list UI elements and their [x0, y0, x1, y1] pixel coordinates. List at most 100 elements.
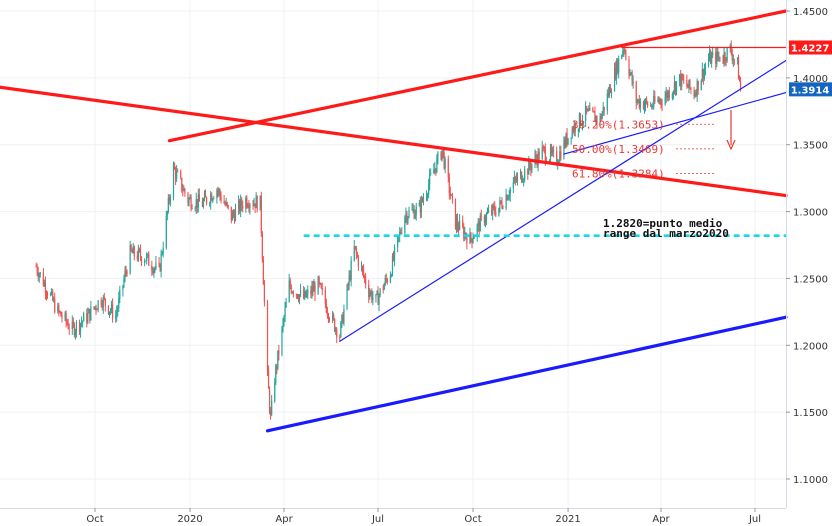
- candle-body: [382, 288, 384, 290]
- candle-body: [278, 350, 280, 354]
- candle-body: [527, 169, 529, 175]
- candle-body: [275, 366, 277, 383]
- candle-body: [72, 321, 74, 325]
- candle-body: [731, 53, 733, 61]
- candle-body: [512, 182, 514, 189]
- y-tick-label: 1.4500: [793, 7, 828, 18]
- candle-body: [495, 212, 497, 216]
- candle-body: [123, 279, 125, 286]
- candle-body: [707, 59, 710, 67]
- candle-body: [415, 206, 417, 215]
- candle-body: [90, 306, 92, 320]
- candle-body: [708, 51, 711, 60]
- candle-body: [717, 51, 719, 57]
- candle-body: [162, 247, 164, 254]
- candle-body: [435, 168, 437, 172]
- candle-body: [679, 74, 681, 82]
- candle-body: [738, 79, 741, 82]
- candle-body: [365, 277, 367, 285]
- candle-body: [65, 313, 67, 322]
- candle-body: [260, 195, 262, 233]
- candle-body: [538, 151, 540, 160]
- candle-body: [434, 168, 436, 170]
- candle-body: [314, 285, 316, 295]
- candle-body: [111, 304, 114, 319]
- candle-body: [419, 202, 421, 213]
- candle-body: [181, 177, 183, 191]
- candle-body: [515, 178, 518, 181]
- candle-body: [242, 205, 244, 209]
- candle-body: [505, 195, 507, 209]
- candle-body: [45, 293, 48, 295]
- candle-body: [100, 300, 102, 305]
- candle-body: [466, 236, 468, 244]
- candle-body: [249, 204, 251, 209]
- candle-body: [406, 213, 408, 222]
- candle-body: [386, 279, 388, 283]
- candle-body: [109, 310, 112, 312]
- fib-label: 38.20%(1.3653): [572, 118, 665, 131]
- candle-body: [107, 305, 110, 314]
- candle-body: [311, 286, 313, 295]
- candle-body: [665, 92, 667, 98]
- candle-body: [261, 232, 263, 260]
- candle-body: [166, 211, 168, 216]
- candle-body: [608, 86, 610, 96]
- y-tick-label: 1.3500: [793, 141, 828, 152]
- candle-body: [487, 209, 490, 213]
- candle-body: [621, 55, 623, 59]
- candle-body: [130, 245, 132, 251]
- candle-body: [664, 97, 666, 105]
- candle-body: [211, 194, 213, 201]
- candle-body: [52, 291, 54, 301]
- trendline: [167, 9, 788, 143]
- candle-body: [530, 166, 532, 171]
- candle-body: [696, 80, 698, 96]
- candle-body: [638, 99, 640, 108]
- candle-body: [285, 301, 287, 308]
- candle-body: [574, 124, 576, 132]
- candle-body: [334, 318, 336, 332]
- trendlines: [0, 9, 788, 433]
- candle-body: [234, 208, 237, 221]
- candle-body: [147, 253, 149, 256]
- candle-body: [456, 219, 459, 228]
- candle-body: [566, 133, 568, 144]
- candle-body: [224, 203, 226, 205]
- candle-body: [733, 59, 735, 60]
- candle-body: [506, 195, 508, 201]
- candle-body: [737, 58, 740, 80]
- candle-body: [97, 300, 99, 310]
- candle-body: [473, 236, 475, 239]
- candle-body: [541, 146, 543, 160]
- candle-body: [668, 91, 670, 99]
- candle-body: [51, 291, 53, 294]
- candle-body: [68, 328, 70, 330]
- candle-body: [688, 79, 690, 88]
- candle-body: [75, 321, 78, 332]
- candle-body: [407, 217, 409, 222]
- candle-body: [607, 93, 609, 96]
- candle-body: [158, 262, 160, 265]
- candle-body: [230, 206, 232, 221]
- candle-body: [444, 159, 446, 169]
- candle-body: [220, 195, 222, 201]
- candle-body: [101, 304, 103, 308]
- candle-body: [143, 261, 146, 263]
- price-badge-label: 1.4227: [791, 44, 830, 55]
- candle-body: [356, 253, 358, 257]
- candle-body: [436, 158, 438, 172]
- candle-body: [385, 277, 387, 280]
- candle-body: [570, 137, 572, 139]
- candle-body: [585, 106, 587, 121]
- candle-body: [433, 169, 435, 174]
- candle-body: [710, 51, 712, 64]
- candle-body: [516, 176, 519, 181]
- candle-body: [117, 308, 119, 313]
- candle-body: [46, 294, 49, 296]
- candle-body: [270, 410, 272, 415]
- candle-body: [614, 68, 617, 79]
- candle-body: [375, 294, 377, 298]
- candle-body: [151, 265, 153, 271]
